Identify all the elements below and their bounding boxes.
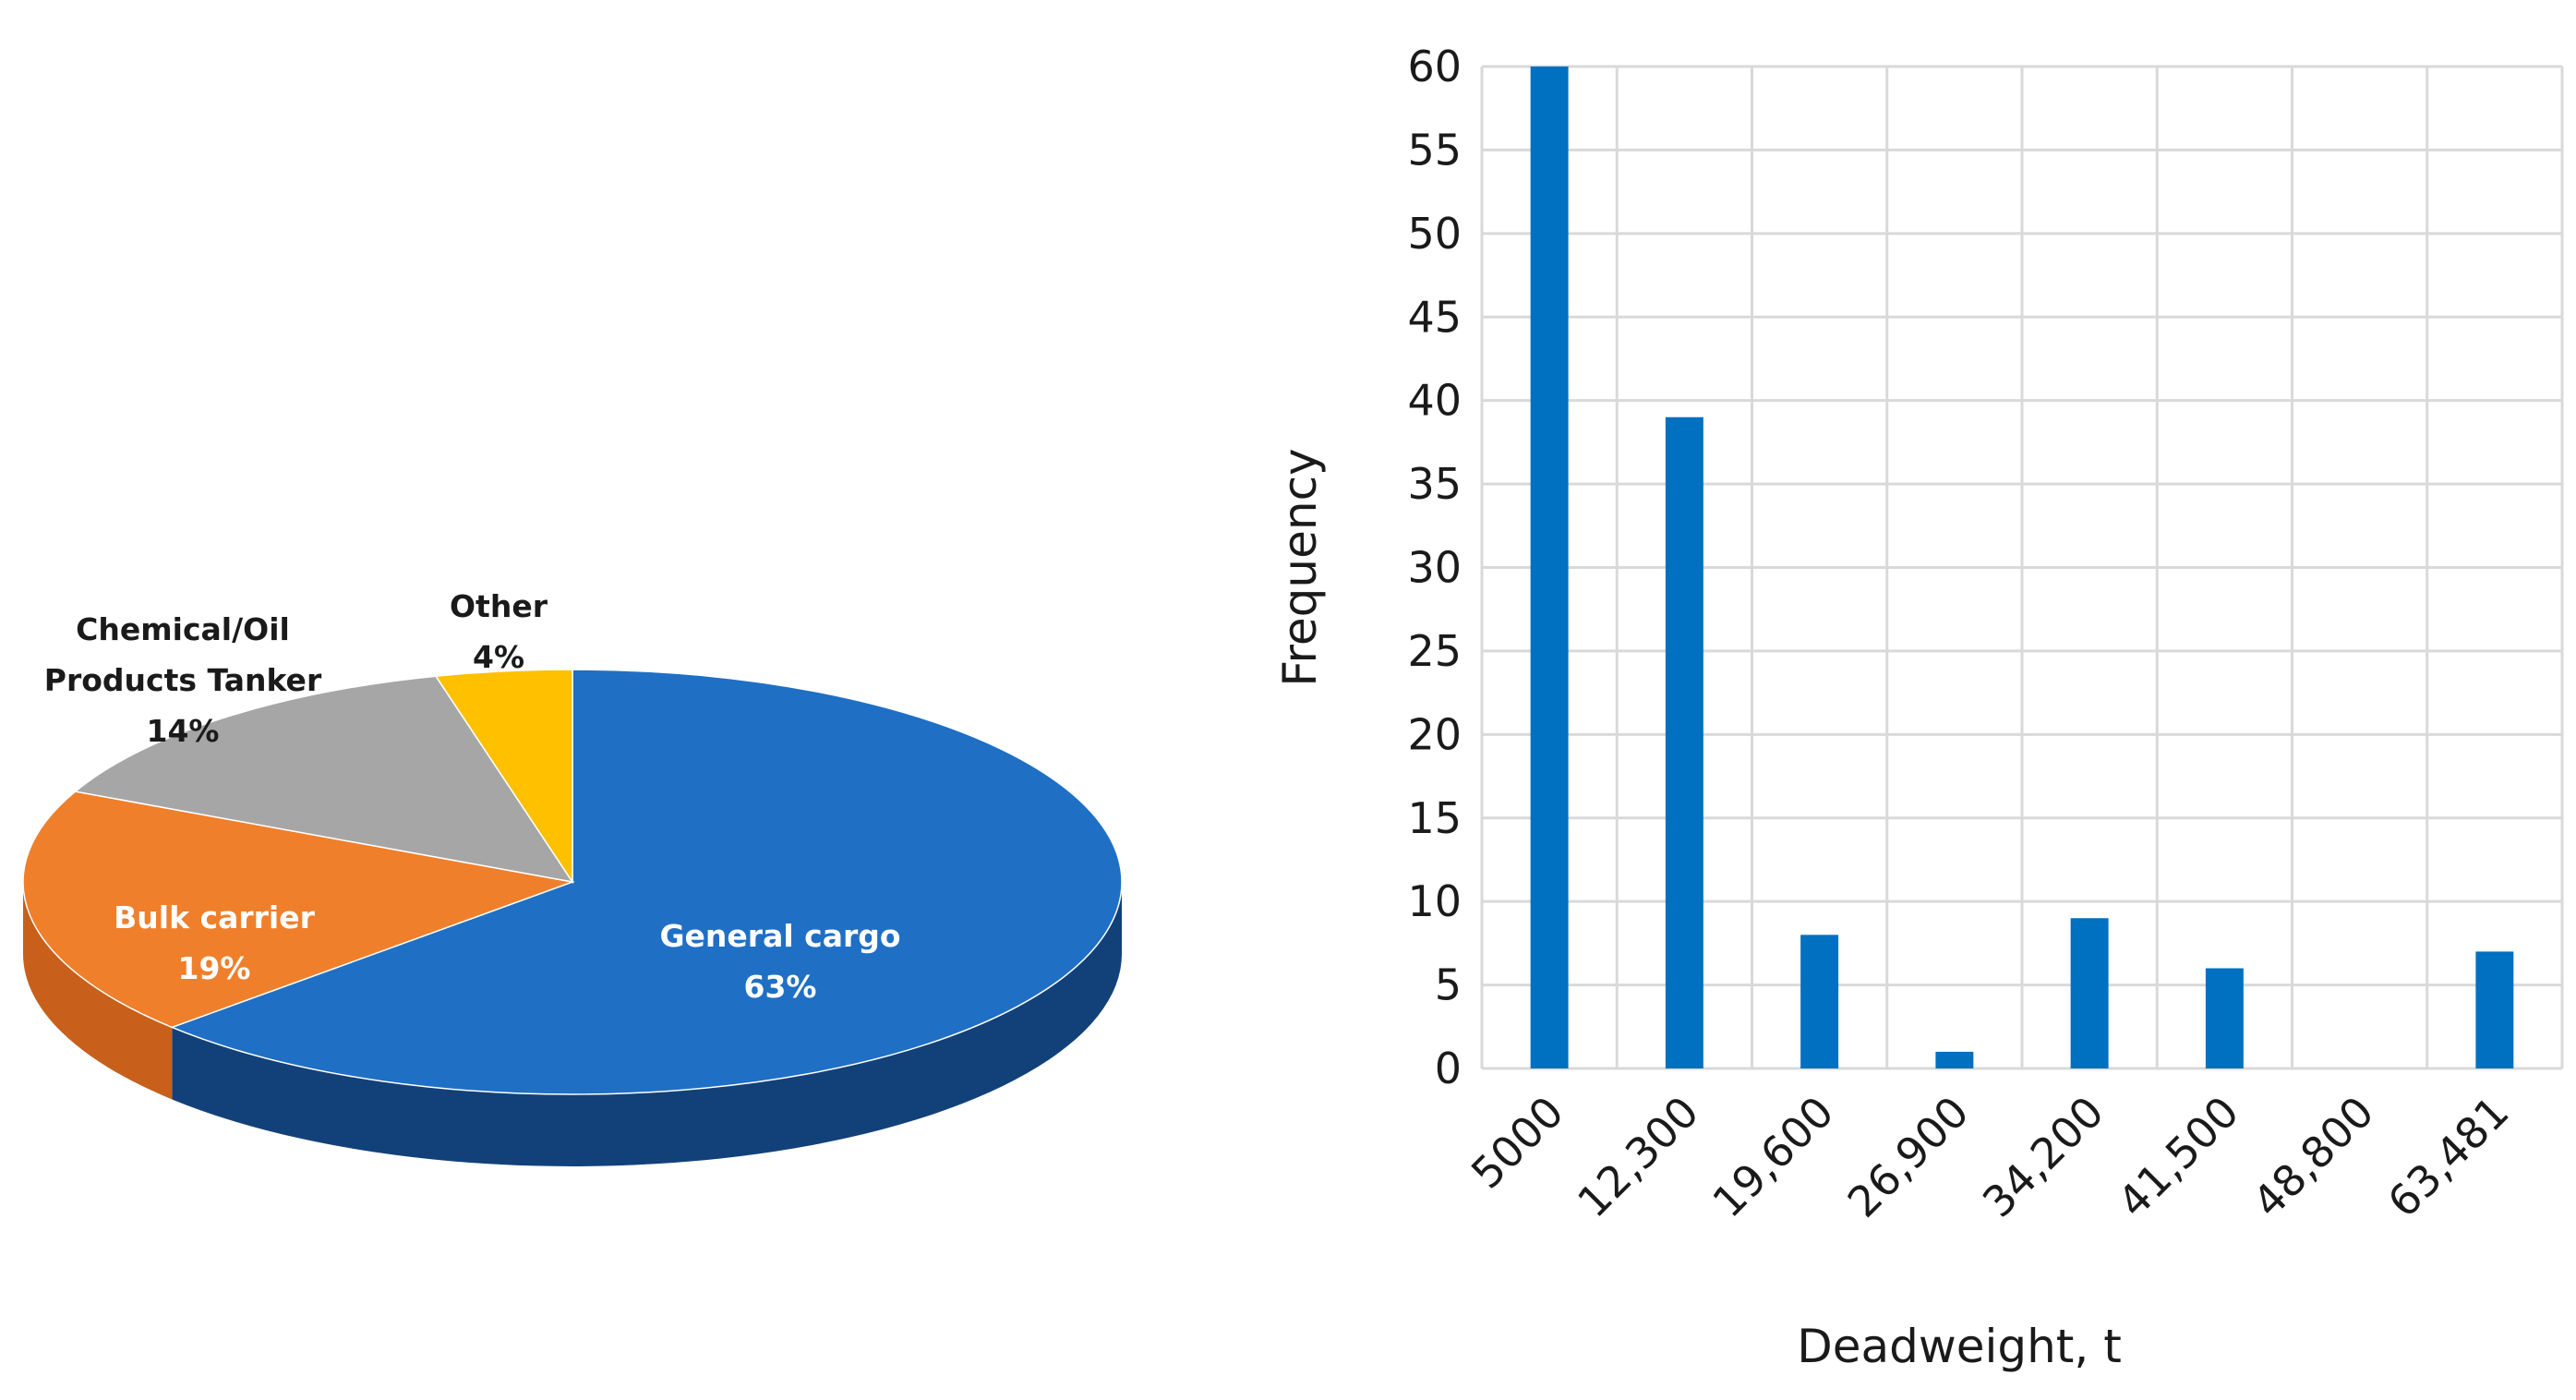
bars bbox=[1530, 66, 2514, 1068]
bar-chart: 0 5 10 15 20 25 30 35 40 45 50 55 60 5000 12,300 19,600… bbox=[1200, 0, 2576, 1400]
bar-5 bbox=[2205, 968, 2244, 1068]
y-tick-0: 0 bbox=[1435, 1044, 1462, 1093]
y-tick-4: 20 bbox=[1407, 709, 1462, 759]
y-tick-9: 45 bbox=[1407, 292, 1462, 342]
pie-percent-1: 19% bbox=[178, 950, 251, 986]
x-tick-7: 63,481 bbox=[2378, 1087, 2519, 1227]
x-tick-4: 34,200 bbox=[1973, 1087, 2113, 1227]
bar-1 bbox=[1665, 416, 1703, 1068]
pie-percent-0: 63% bbox=[744, 969, 817, 1005]
bar-3 bbox=[1935, 1051, 1974, 1068]
pie-slice-2 bbox=[73, 675, 574, 884]
y-tick-6: 30 bbox=[1407, 543, 1462, 593]
pie-labels: General cargo 63% Bulk carrier 19% Chemical/… bbox=[44, 588, 901, 1005]
pie-label-3: Other 4% bbox=[450, 588, 548, 675]
y-tick-7: 35 bbox=[1407, 459, 1462, 509]
y-tick-8: 40 bbox=[1407, 376, 1462, 426]
bar-0 bbox=[1530, 66, 1569, 1068]
y-tick-2: 10 bbox=[1407, 876, 1462, 926]
gridlines bbox=[1480, 65, 2564, 1070]
pie-chart: General cargo 63% Bulk carrier 19% Chemical/… bbox=[0, 0, 1200, 1400]
y-tick-5: 25 bbox=[1407, 626, 1462, 676]
x-tick-2: 19,600 bbox=[1703, 1087, 1843, 1227]
pie-side-1 bbox=[23, 882, 173, 1100]
pie-slice-3 bbox=[434, 669, 573, 885]
pie-chart-svg: General cargo 63% Bulk carrier 19% Chemical/… bbox=[22, 588, 1123, 1166]
pie-label-0: General cargo 63% bbox=[659, 918, 900, 1005]
x-tick-6: 48,800 bbox=[2243, 1087, 2383, 1227]
pie-top-faces bbox=[22, 669, 1123, 1095]
y-tick-1: 5 bbox=[1435, 960, 1462, 1010]
pie-percent-3: 4% bbox=[473, 639, 524, 675]
bar-chart-svg: 0 5 10 15 20 25 30 35 40 45 50 55 60 500012,30019,600… bbox=[1273, 42, 2564, 1373]
pie-side-walls bbox=[23, 882, 1122, 1166]
x-tick-labels: 500012,30019,60026,90034,20041,50048,800… bbox=[1462, 1087, 2519, 1227]
y-tick-labels: 0 5 10 15 20 25 30 35 40 45 50 55 60 bbox=[1407, 42, 1462, 1093]
y-tick-3: 15 bbox=[1407, 793, 1462, 843]
y-tick-12: 60 bbox=[1407, 42, 1462, 91]
x-axis-title: Deadweight, t bbox=[1797, 1320, 2122, 1373]
pie-label-1: Bulk carrier 19% bbox=[114, 899, 315, 986]
pie-slice-1 bbox=[22, 791, 575, 1029]
x-tick-5: 41,500 bbox=[2108, 1087, 2248, 1227]
pie-percent-2: 14% bbox=[147, 713, 220, 749]
y-tick-10: 50 bbox=[1407, 209, 1462, 259]
x-tick-3: 26,900 bbox=[1838, 1087, 1979, 1227]
bar-2 bbox=[1800, 935, 1839, 1068]
x-tick-1: 12,300 bbox=[1568, 1087, 1708, 1227]
pie-label-2: Chemical/Oil Products Tanker 14% bbox=[44, 611, 322, 749]
pie-slice-0 bbox=[170, 669, 1123, 1095]
y-axis-title: Frequency bbox=[1273, 448, 1327, 686]
bar-4 bbox=[2070, 918, 2109, 1068]
y-tick-11: 55 bbox=[1407, 125, 1462, 175]
bar-7 bbox=[2475, 951, 2514, 1068]
pie-side-0 bbox=[172, 882, 1122, 1166]
x-tick-0: 5000 bbox=[1462, 1087, 1573, 1199]
